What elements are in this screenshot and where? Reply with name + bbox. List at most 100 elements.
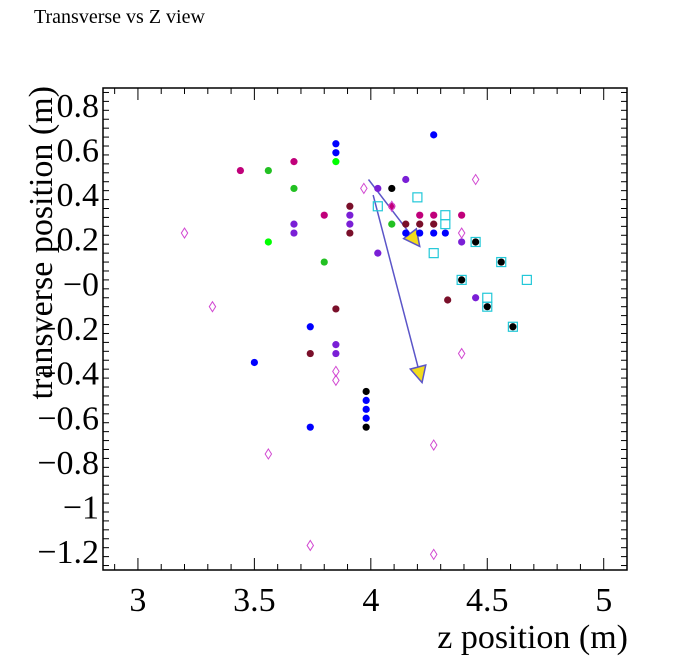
x-tick-label: 5 [595,582,612,619]
y-axis-label: transverse position (m) [23,86,60,400]
data-point-diamond [332,374,340,387]
data-point [374,184,382,193]
data-point [458,238,466,246]
data-point-diamond [457,347,466,360]
data-point [320,258,328,266]
plot-border [102,87,628,571]
data-point [483,303,491,311]
data-point-square [470,236,481,248]
data-point-square [521,274,532,286]
data-point [430,211,438,219]
x-tick-label: 4.5 [466,582,509,619]
data-point [362,405,370,413]
data-point-square [482,301,493,312]
y-tick-label: 0.4 [57,177,100,214]
data-point [320,211,328,219]
data-point [290,184,298,193]
data-point [346,229,354,237]
data-point [402,175,410,184]
direction-arrows [367,179,427,385]
data-point [306,323,314,331]
data-point [497,258,505,266]
data-point [362,396,370,405]
data-point [332,140,340,148]
axis-ticks [103,88,628,570]
data-point [346,202,354,210]
data-point [290,158,298,166]
x-tick-label: 3.5 [233,582,276,619]
data-point-square [440,219,451,230]
data-point [332,349,340,358]
data-point [416,211,424,219]
plot-frame [102,87,628,571]
y-tick-label: −0 [63,266,99,303]
data-point-diamond [180,227,189,239]
data-points [180,131,532,561]
y-tick-label: 0.2 [57,222,100,259]
y-tick-label: −1 [63,490,99,527]
y-tick-label: −0.6 [37,400,99,437]
data-point [346,220,354,228]
x-tick-label: 3 [129,582,146,619]
data-point [374,249,382,257]
x-axis-label: z position (m) [437,619,628,656]
data-point [430,229,438,237]
y-tick-label: 0.6 [57,132,100,169]
data-point-square [507,321,518,332]
data-point-square [440,210,451,221]
data-point [388,220,396,228]
data-point [416,220,424,228]
data-point [346,211,354,219]
data-point [362,414,370,422]
data-point [509,323,517,331]
data-point [250,358,258,367]
data-point [441,229,449,237]
data-point-square [496,256,507,268]
arrow-line [372,194,423,383]
data-point [290,220,298,228]
data-point [472,294,480,302]
data-point-square [482,292,493,303]
data-point [472,238,480,246]
data-point [332,341,340,349]
data-point-diamond [457,227,466,239]
y-tick-label: −0.8 [37,445,99,482]
data-point-diamond [429,548,438,561]
data-point [388,202,396,210]
y-tick-label: −1.2 [37,534,99,571]
data-point [402,229,410,237]
data-point [264,238,272,246]
data-point-square [372,201,383,212]
data-point-square [456,274,467,286]
data-point [362,387,370,396]
data-point [444,296,452,304]
data-point [362,423,370,431]
data-point-diamond [471,173,480,186]
data-point [416,229,424,237]
data-point-square [428,248,439,259]
x-tick-label: 4 [362,582,379,619]
data-point-diamond [360,182,368,195]
data-point-diamond [429,439,438,451]
tick-labels: 3 3.5 4 4.5 5 0.8 0.6 0.4 0.2 −0 −0.2 −0.4 −0.6 −0.8 −… [37,88,612,619]
data-point [430,131,438,139]
chart-title: Transverse vs Z view [34,6,205,28]
y-tick-label: 0.8 [57,88,100,125]
arrow-head [402,227,421,248]
data-point [430,220,438,228]
data-point [402,220,410,228]
data-point [388,184,396,193]
data-point-diamond [208,300,217,313]
data-point [236,166,245,175]
y-tick-label: −0.2 [37,311,99,348]
data-point-diamond [264,448,273,460]
arrow-head [408,364,427,385]
data-point [332,158,340,166]
data-point [332,305,340,313]
data-point-diamond [306,539,315,552]
data-point [290,229,298,237]
data-point [332,149,340,157]
data-point [306,423,314,431]
y-tick-label: −0.4 [37,356,99,393]
